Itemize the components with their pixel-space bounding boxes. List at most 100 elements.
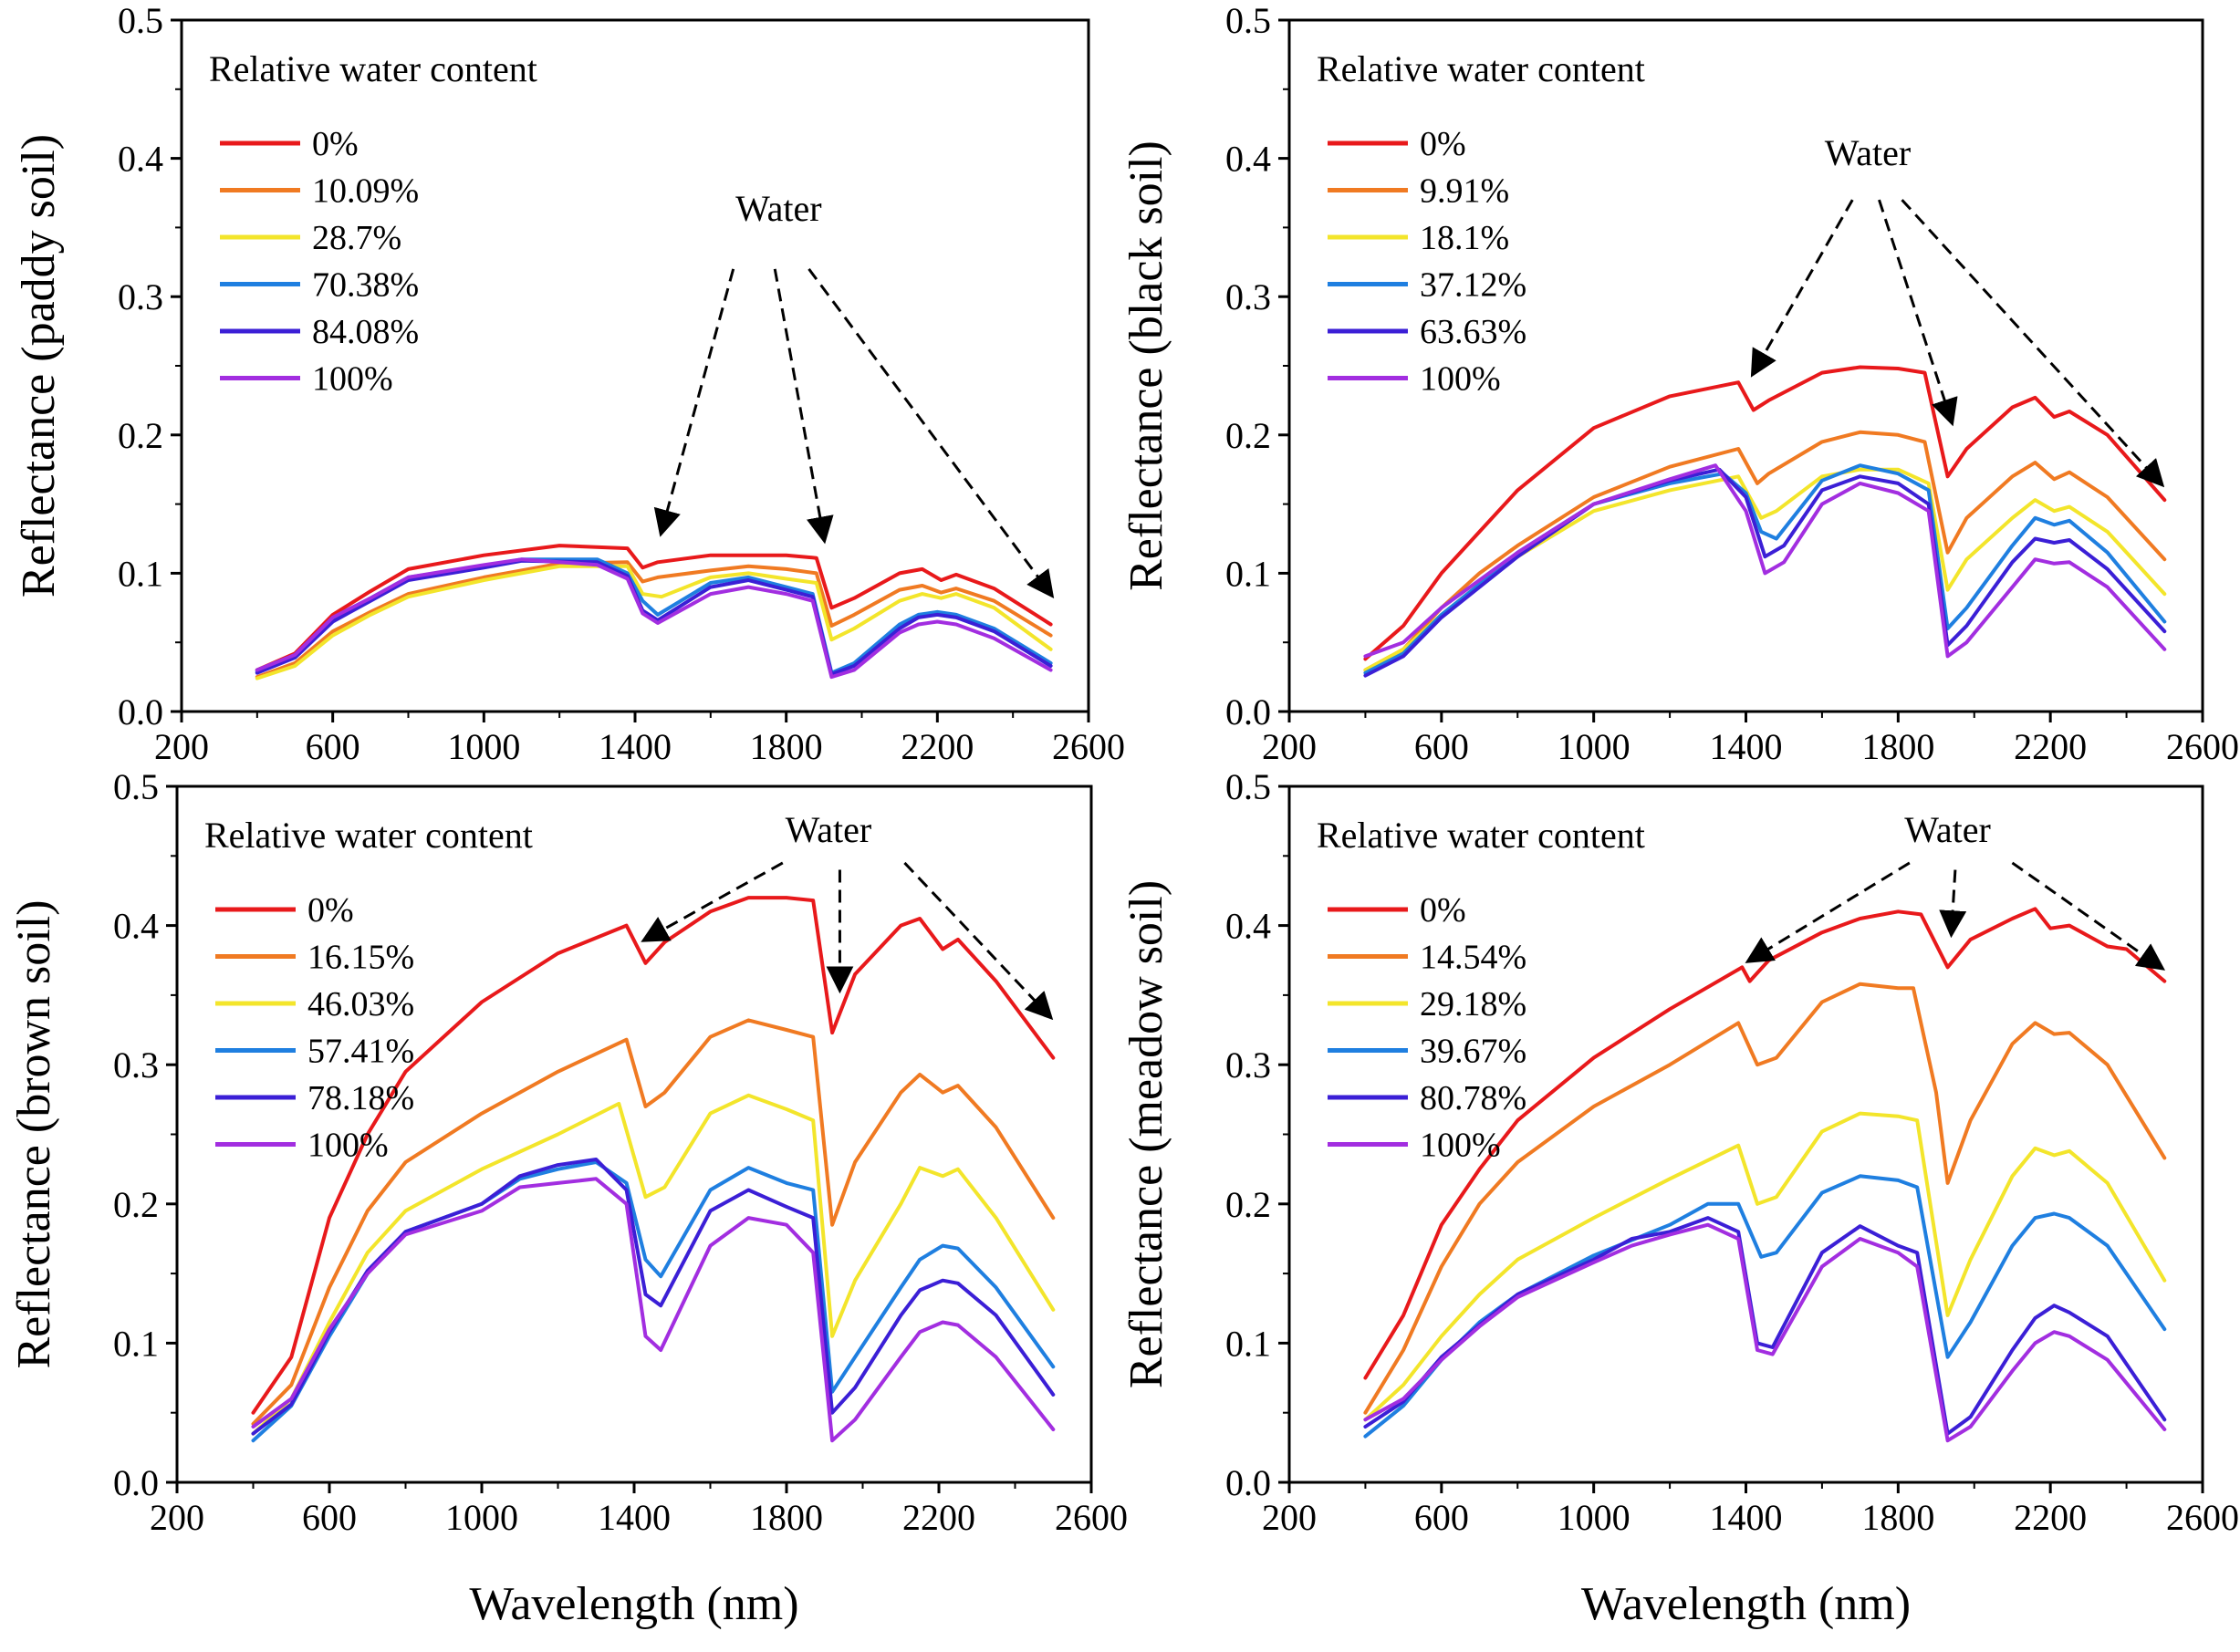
y-tick-label: 0.5: [118, 0, 163, 41]
series-line-4: [255, 558, 1053, 677]
x-tick-label: 600: [306, 726, 360, 767]
panel-bottom-right: 200 600 1000 1400 1800 2200 2600 0.0 0.1 0.2 0.3 0.…: [1120, 766, 2239, 1630]
legend: Relative water content 0% 14.54% 29.18% 39.6…: [1317, 815, 1645, 1165]
y-tick-label: 0.3: [1225, 276, 1271, 317]
panel-bottom-left: 200 600 1000 1400 1800 2200 2600 0.0 0.1 0.2 0.3 0.…: [8, 766, 1128, 1630]
x-tick-label: 1400: [598, 1497, 671, 1538]
series-line-0: [255, 544, 1053, 672]
x-tick-label: 1400: [599, 726, 672, 767]
series-line-4: [251, 1158, 1056, 1436]
y-tick-label: 0.2: [118, 415, 163, 456]
x-tick-label: 1800: [1861, 1497, 1934, 1538]
legend-label: 10.09%: [312, 172, 419, 211]
x-tick-label: 600: [302, 1497, 357, 1538]
x-tick-label: 200: [150, 1497, 204, 1538]
y-tick-label: 0.3: [113, 1044, 159, 1086]
water-arrow-1: [1939, 869, 1967, 939]
series-line-0: [1363, 907, 2167, 1380]
water-arrow-2: [2011, 861, 2166, 971]
legend: Relative water content 0% 10.09% 28.7% 70.38…: [209, 48, 537, 399]
x-axis-label: Wavelength (nm): [1581, 1578, 1911, 1630]
x-tick-label: 200: [1262, 726, 1317, 767]
legend-label: 16.15%: [307, 939, 414, 977]
series-line-1: [251, 1018, 1056, 1426]
x-tick-label: 2600: [2166, 726, 2239, 767]
x-tick-label: 2200: [2014, 1497, 2087, 1538]
water-arrow-0: [1750, 199, 1854, 378]
legend-label: 80.78%: [1420, 1079, 1526, 1117]
y-axis-label: Reflectance (paddy soil): [13, 134, 65, 597]
legend-label: 63.63%: [1420, 313, 1526, 351]
y-tick-label: 0.2: [1225, 1184, 1271, 1225]
water-arrow-1: [1878, 199, 1958, 427]
series-line-0: [1363, 365, 2167, 661]
y-tick-label: 0.5: [1225, 0, 1271, 41]
series-line-4: [1363, 1216, 2167, 1436]
legend: Relative water content 0% 16.15% 46.03% 57.4…: [204, 815, 533, 1165]
legend-title: Relative water content: [1317, 815, 1645, 856]
legend-label: 100%: [1420, 360, 1501, 399]
legend-label: 0%: [1420, 891, 1466, 930]
series-line-5: [255, 557, 1053, 680]
legend-label: 84.08%: [312, 313, 419, 351]
y-tick-label: 0.3: [1225, 1044, 1271, 1086]
legend-label: 57.41%: [307, 1033, 414, 1071]
legend-label: 29.18%: [1420, 985, 1526, 1023]
legend-label: 28.7%: [312, 219, 401, 257]
x-tick-label: 200: [1262, 1497, 1317, 1538]
panel-top-left: 200 600 1000 1400 1800 2200 2600 0.0 0.1 0.2 0.3 0.…: [13, 0, 1125, 767]
series-line-1: [255, 560, 1053, 680]
legend-title: Relative water content: [204, 815, 533, 856]
x-tick-label: 2200: [2014, 726, 2087, 767]
legend-title: Relative water content: [209, 48, 537, 89]
water-annotation: Water: [786, 809, 872, 850]
y-tick-label: 0.3: [118, 276, 163, 317]
series-line-4: [1363, 467, 2167, 678]
series-line-0: [251, 896, 1056, 1415]
x-tick-label: 1000: [445, 1497, 518, 1538]
x-tick-label: 1800: [750, 726, 823, 767]
x-tick-label: 1800: [1861, 726, 1934, 767]
water-annotation: Water: [735, 188, 822, 229]
legend-label: 14.54%: [1420, 939, 1526, 977]
legend-label: 0%: [312, 125, 359, 163]
y-tick-label: 0.0: [1225, 1462, 1271, 1503]
y-axis-label: Reflectance (black soil): [1120, 140, 1172, 591]
series-line-2: [251, 1093, 1056, 1436]
x-tick-label: 1400: [1710, 726, 1783, 767]
legend-label: 100%: [1420, 1127, 1501, 1165]
water-arrow-2: [903, 861, 1054, 1021]
x-tick-label: 1000: [1558, 726, 1631, 767]
x-tick-label: 2200: [902, 1497, 975, 1538]
y-tick-label: 0.2: [113, 1184, 159, 1225]
x-axis-label: Wavelength (nm): [469, 1578, 798, 1630]
water-annotation: Water: [1904, 809, 1991, 850]
y-tick-label: 0.5: [113, 766, 159, 807]
water-arrow-2: [807, 267, 1055, 598]
water-arrow-0: [653, 268, 735, 537]
series-line-5: [251, 1177, 1056, 1443]
y-tick-label: 0.1: [118, 553, 163, 594]
y-tick-label: 0.0: [118, 691, 163, 732]
x-tick-label: 2200: [901, 726, 974, 767]
y-tick-label: 0.4: [1225, 139, 1271, 180]
legend-label: 70.38%: [312, 266, 419, 305]
x-tick-label: 600: [1414, 1497, 1469, 1538]
y-tick-label: 0.1: [113, 1323, 159, 1364]
series-line-1: [1363, 982, 2167, 1415]
y-tick-label: 0.1: [1225, 1323, 1271, 1364]
y-tick-label: 0.4: [113, 906, 159, 947]
y-tick-label: 0.0: [113, 1462, 159, 1503]
x-tick-label: 2600: [1052, 726, 1125, 767]
legend-label: 39.67%: [1420, 1033, 1526, 1071]
panel-top-right: 200 600 1000 1400 1800 2200 2600 0.0 0.1 0.2 0.3 0.…: [1120, 0, 2239, 767]
y-tick-label: 0.5: [1225, 766, 1271, 807]
series-line-3: [1363, 1174, 2167, 1439]
x-tick-label: 1400: [1710, 1497, 1783, 1538]
series-line-1: [1363, 430, 2167, 672]
y-axis-label: Reflectance (meadow soil): [1120, 880, 1172, 1388]
water-arrow-1: [773, 268, 834, 545]
y-tick-label: 0.4: [1225, 906, 1271, 947]
series-line-2: [1363, 1111, 2167, 1422]
